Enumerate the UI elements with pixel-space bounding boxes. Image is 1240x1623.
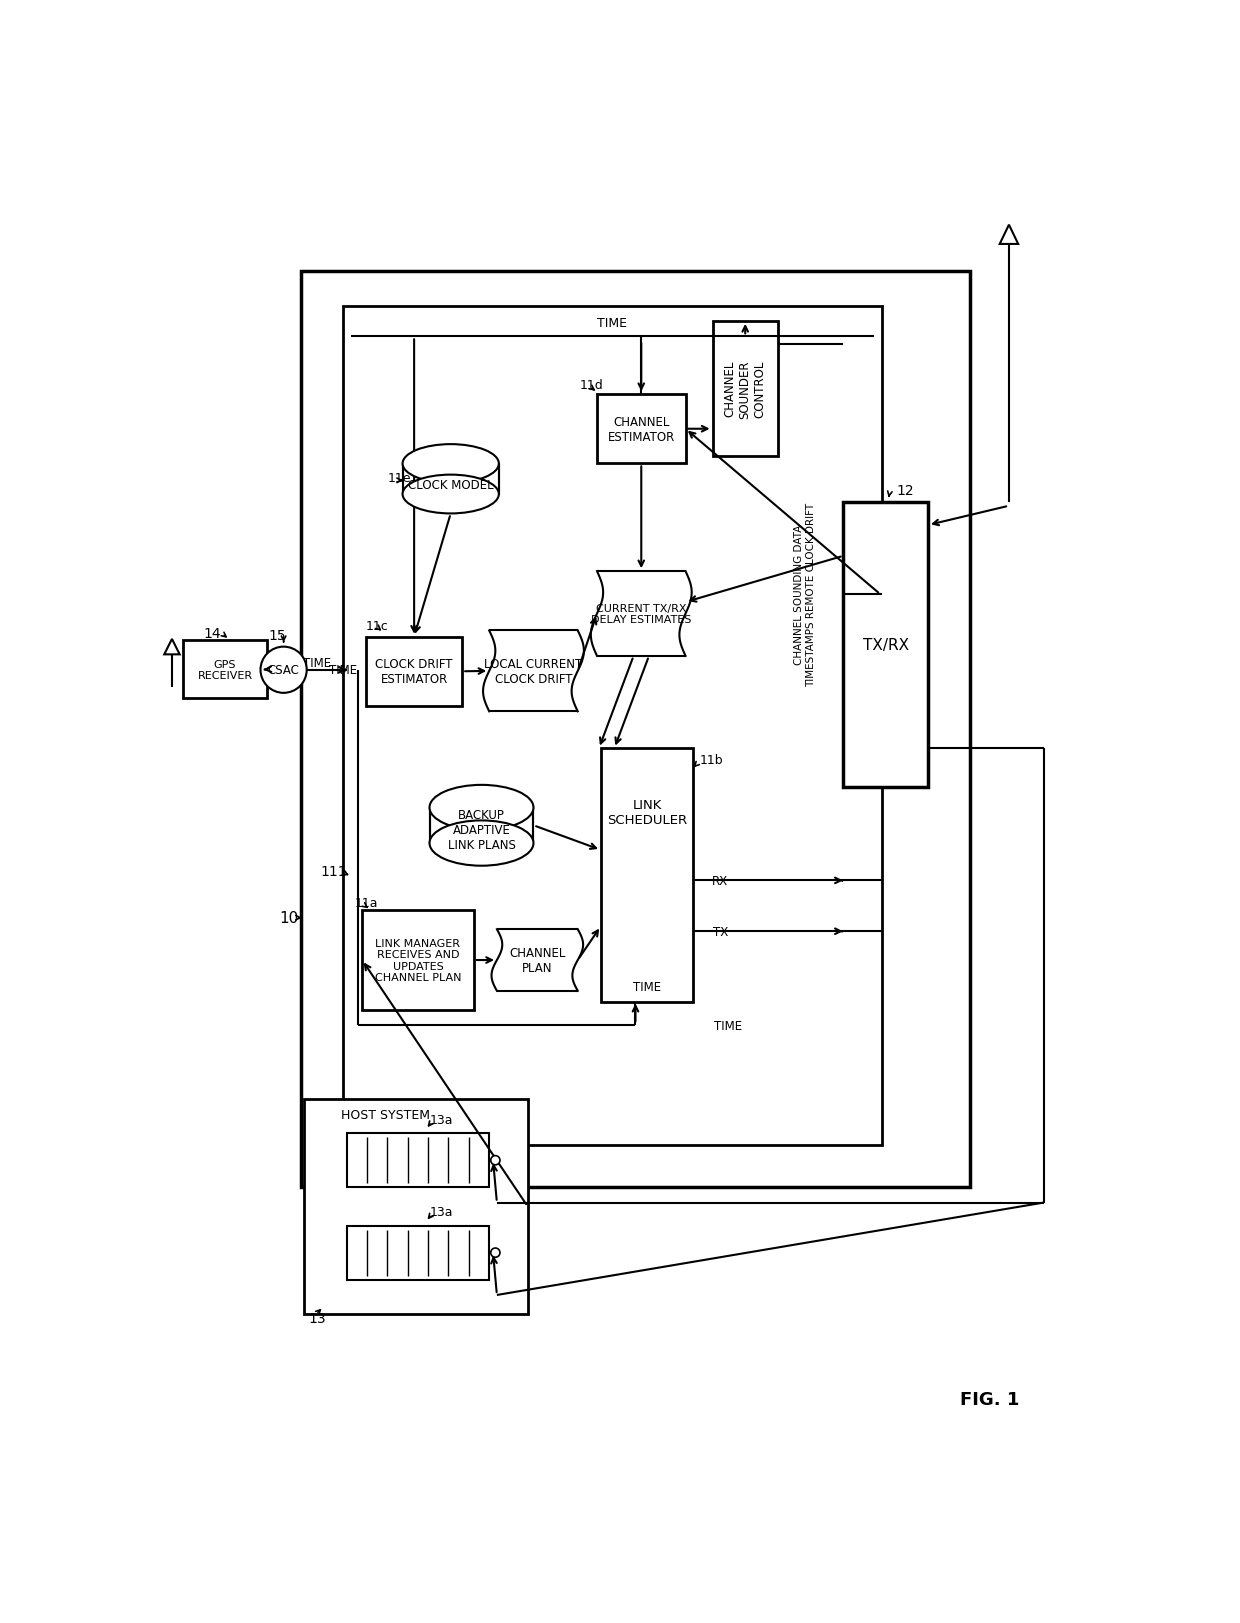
Bar <box>403 464 498 495</box>
Text: TX/RX: TX/RX <box>863 638 909 652</box>
Text: LINK
SCHEDULER: LINK SCHEDULER <box>608 799 687 826</box>
Text: CLOCK DRIFT
ESTIMATOR: CLOCK DRIFT ESTIMATOR <box>376 657 453 687</box>
Text: TIME: TIME <box>303 656 331 669</box>
Circle shape <box>260 648 306 693</box>
Text: CHANNEL SOUNDING DATA
TIMESTAMPS REMOTE CLOCK DRIFT: CHANNEL SOUNDING DATA TIMESTAMPS REMOTE … <box>794 503 816 687</box>
Text: 12: 12 <box>897 484 914 498</box>
Text: TIME: TIME <box>714 1019 742 1032</box>
Text: TIME: TIME <box>330 664 357 677</box>
Bar <box>596 394 686 464</box>
Text: 11c: 11c <box>366 620 389 633</box>
Polygon shape <box>491 930 583 992</box>
Text: 11b: 11b <box>699 753 723 766</box>
Text: CSAC: CSAC <box>268 664 300 677</box>
Text: CURRENT TX/RX
DELAY ESTIMATES: CURRENT TX/RX DELAY ESTIMATES <box>591 604 692 625</box>
Bar <box>429 808 533 844</box>
Text: CHANNEL
ESTIMATOR: CHANNEL ESTIMATOR <box>608 415 675 443</box>
Text: CLOCK MODEL: CLOCK MODEL <box>408 479 494 492</box>
Text: TIME: TIME <box>598 316 627 329</box>
Text: 11d: 11d <box>580 380 604 393</box>
Bar <box>343 307 882 1146</box>
Bar <box>304 1099 528 1315</box>
Circle shape <box>491 1248 500 1258</box>
Text: HOST SYSTEM: HOST SYSTEM <box>341 1109 430 1121</box>
Bar <box>713 321 777 456</box>
Bar <box>300 271 971 1188</box>
Text: BACKUP
ADAPTIVE
LINK PLANS: BACKUP ADAPTIVE LINK PLANS <box>448 808 516 850</box>
Text: FIG. 1: FIG. 1 <box>960 1389 1019 1409</box>
Text: 13: 13 <box>309 1311 326 1326</box>
Text: TX: TX <box>713 925 728 938</box>
Text: 15: 15 <box>269 628 286 643</box>
Text: 13a: 13a <box>429 1206 453 1219</box>
Bar <box>347 1225 490 1281</box>
Polygon shape <box>484 631 584 712</box>
Polygon shape <box>590 571 692 656</box>
Text: LINK MANAGER
RECEIVES AND
UPDATES
CHANNEL PLAN: LINK MANAGER RECEIVES AND UPDATES CHANNE… <box>374 938 461 984</box>
Text: CHANNEL
PLAN: CHANNEL PLAN <box>510 946 565 974</box>
Text: LOCAL CURRENT
CLOCK DRIFT: LOCAL CURRENT CLOCK DRIFT <box>485 657 583 685</box>
Text: 11a: 11a <box>355 896 378 909</box>
Text: CHANNEL
SOUNDER
CONTROL: CHANNEL SOUNDER CONTROL <box>724 360 766 419</box>
Circle shape <box>491 1156 500 1165</box>
Bar <box>347 1133 490 1188</box>
Text: 11e: 11e <box>388 471 410 484</box>
Text: 10: 10 <box>279 911 299 925</box>
Bar <box>366 638 463 706</box>
Text: 111: 111 <box>320 865 347 880</box>
Ellipse shape <box>429 786 533 831</box>
Bar <box>362 911 474 1011</box>
Text: TIME: TIME <box>632 980 661 993</box>
Bar <box>601 748 693 1003</box>
Ellipse shape <box>429 821 533 867</box>
Text: RX: RX <box>712 875 728 888</box>
Bar <box>843 503 928 787</box>
Bar <box>182 641 268 700</box>
Text: 14: 14 <box>203 626 221 641</box>
Text: 13a: 13a <box>429 1113 453 1126</box>
Ellipse shape <box>403 476 498 514</box>
Ellipse shape <box>403 445 498 484</box>
Text: GPS
RECEIVER: GPS RECEIVER <box>197 659 253 680</box>
